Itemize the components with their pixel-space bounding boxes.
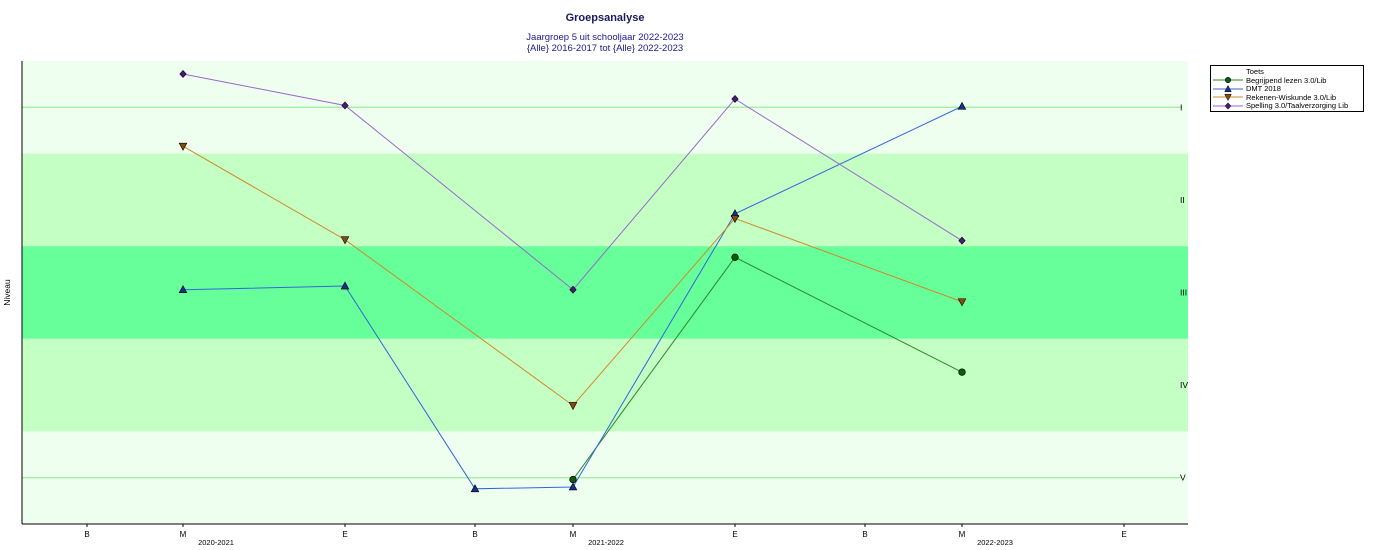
series-1-point-2	[731, 253, 739, 261]
legend-swatch-2	[1213, 84, 1243, 92]
x-tick-label-3: B	[472, 530, 477, 539]
x-tick-label-6: B	[862, 530, 867, 539]
series-4-point-5	[958, 236, 966, 245]
x-tick-label-1: M	[180, 530, 187, 539]
series-2-point-4	[568, 482, 578, 491]
legend-swatch-1	[1213, 77, 1243, 84]
series-1-point-3	[958, 368, 966, 376]
chart-subtitle-line-2: {Alle} 2016-2017 tot {Alle} 2022-2023	[526, 43, 684, 54]
legend-label-1: Begrijpend lezen 3.0/Lib	[1246, 75, 1327, 85]
level-label-2: II	[1180, 195, 1185, 205]
y-axis-label: Niveau	[2, 279, 12, 306]
chart-title: Groepsanalyse	[565, 12, 645, 24]
series-4-point-1	[179, 70, 187, 78]
series-line-2	[182, 105, 963, 490]
legend-label-2: DMT 2018	[1246, 84, 1281, 94]
x-tick-label-4: M	[570, 530, 577, 539]
chart-legend: Toets Begrijpend lezen 3.0/Lib DMT 2018 Re…	[1210, 65, 1364, 112]
series-4-point-4	[731, 95, 739, 103]
legend-item-4: Spelling 3.0/Taalverzorging Lib	[1213, 101, 1361, 111]
level-label-3: III	[1180, 288, 1187, 298]
series-3-point-5	[957, 298, 967, 307]
series-3-point-4	[730, 215, 740, 224]
x-group-label-0: 2020-2021	[198, 538, 234, 547]
series-3-point-2	[340, 236, 350, 245]
x-tick-label-7: M	[959, 530, 966, 539]
chart-subtitle-line-1: Jaargroep 5 uit schooljaar 2022-2023	[526, 32, 684, 43]
legend-item-2: DMT 2018	[1213, 84, 1361, 94]
x-tick-label-8: E	[1121, 530, 1126, 539]
legend-label-3: Rekenen-Wiskunde 3.0/Lib	[1246, 92, 1337, 102]
legend-label-4: Spelling 3.0/Taalverzorging Lib	[1246, 101, 1349, 111]
x-tick-label-5: E	[732, 530, 737, 539]
level-label-1: I	[1180, 102, 1182, 112]
level-band-4	[22, 338, 1188, 432]
series-4-point-3	[569, 285, 577, 294]
series-2-point-6	[957, 101, 967, 110]
series-3-point-1	[178, 142, 188, 151]
level-label-4: IV	[1180, 380, 1188, 390]
series-2-point-3	[470, 484, 480, 493]
legend-swatch-4	[1213, 102, 1243, 110]
legend-item-1: Begrijpend lezen 3.0/Lib	[1213, 76, 1361, 85]
level-band-3	[22, 246, 1188, 339]
legend-item-3: Rekenen-Wiskunde 3.0/Lib	[1213, 93, 1361, 102]
x-tick-label-2: E	[342, 530, 347, 539]
x-tick-label-0: B	[84, 530, 89, 539]
series-2-point-2	[340, 281, 350, 290]
series-2-point-1	[178, 285, 188, 294]
series-1-point-1	[569, 475, 577, 484]
level-label-5: V	[1180, 473, 1186, 483]
series-3-point-3	[568, 402, 578, 411]
series-4-point-2	[341, 101, 349, 110]
legend-title: Toets	[1246, 67, 1264, 76]
legend-swatch-3	[1213, 94, 1243, 102]
x-group-label-2: 2022-2023	[977, 538, 1013, 547]
x-group-label-1: 2021-2022	[588, 538, 624, 547]
level-band-2	[22, 153, 1188, 247]
